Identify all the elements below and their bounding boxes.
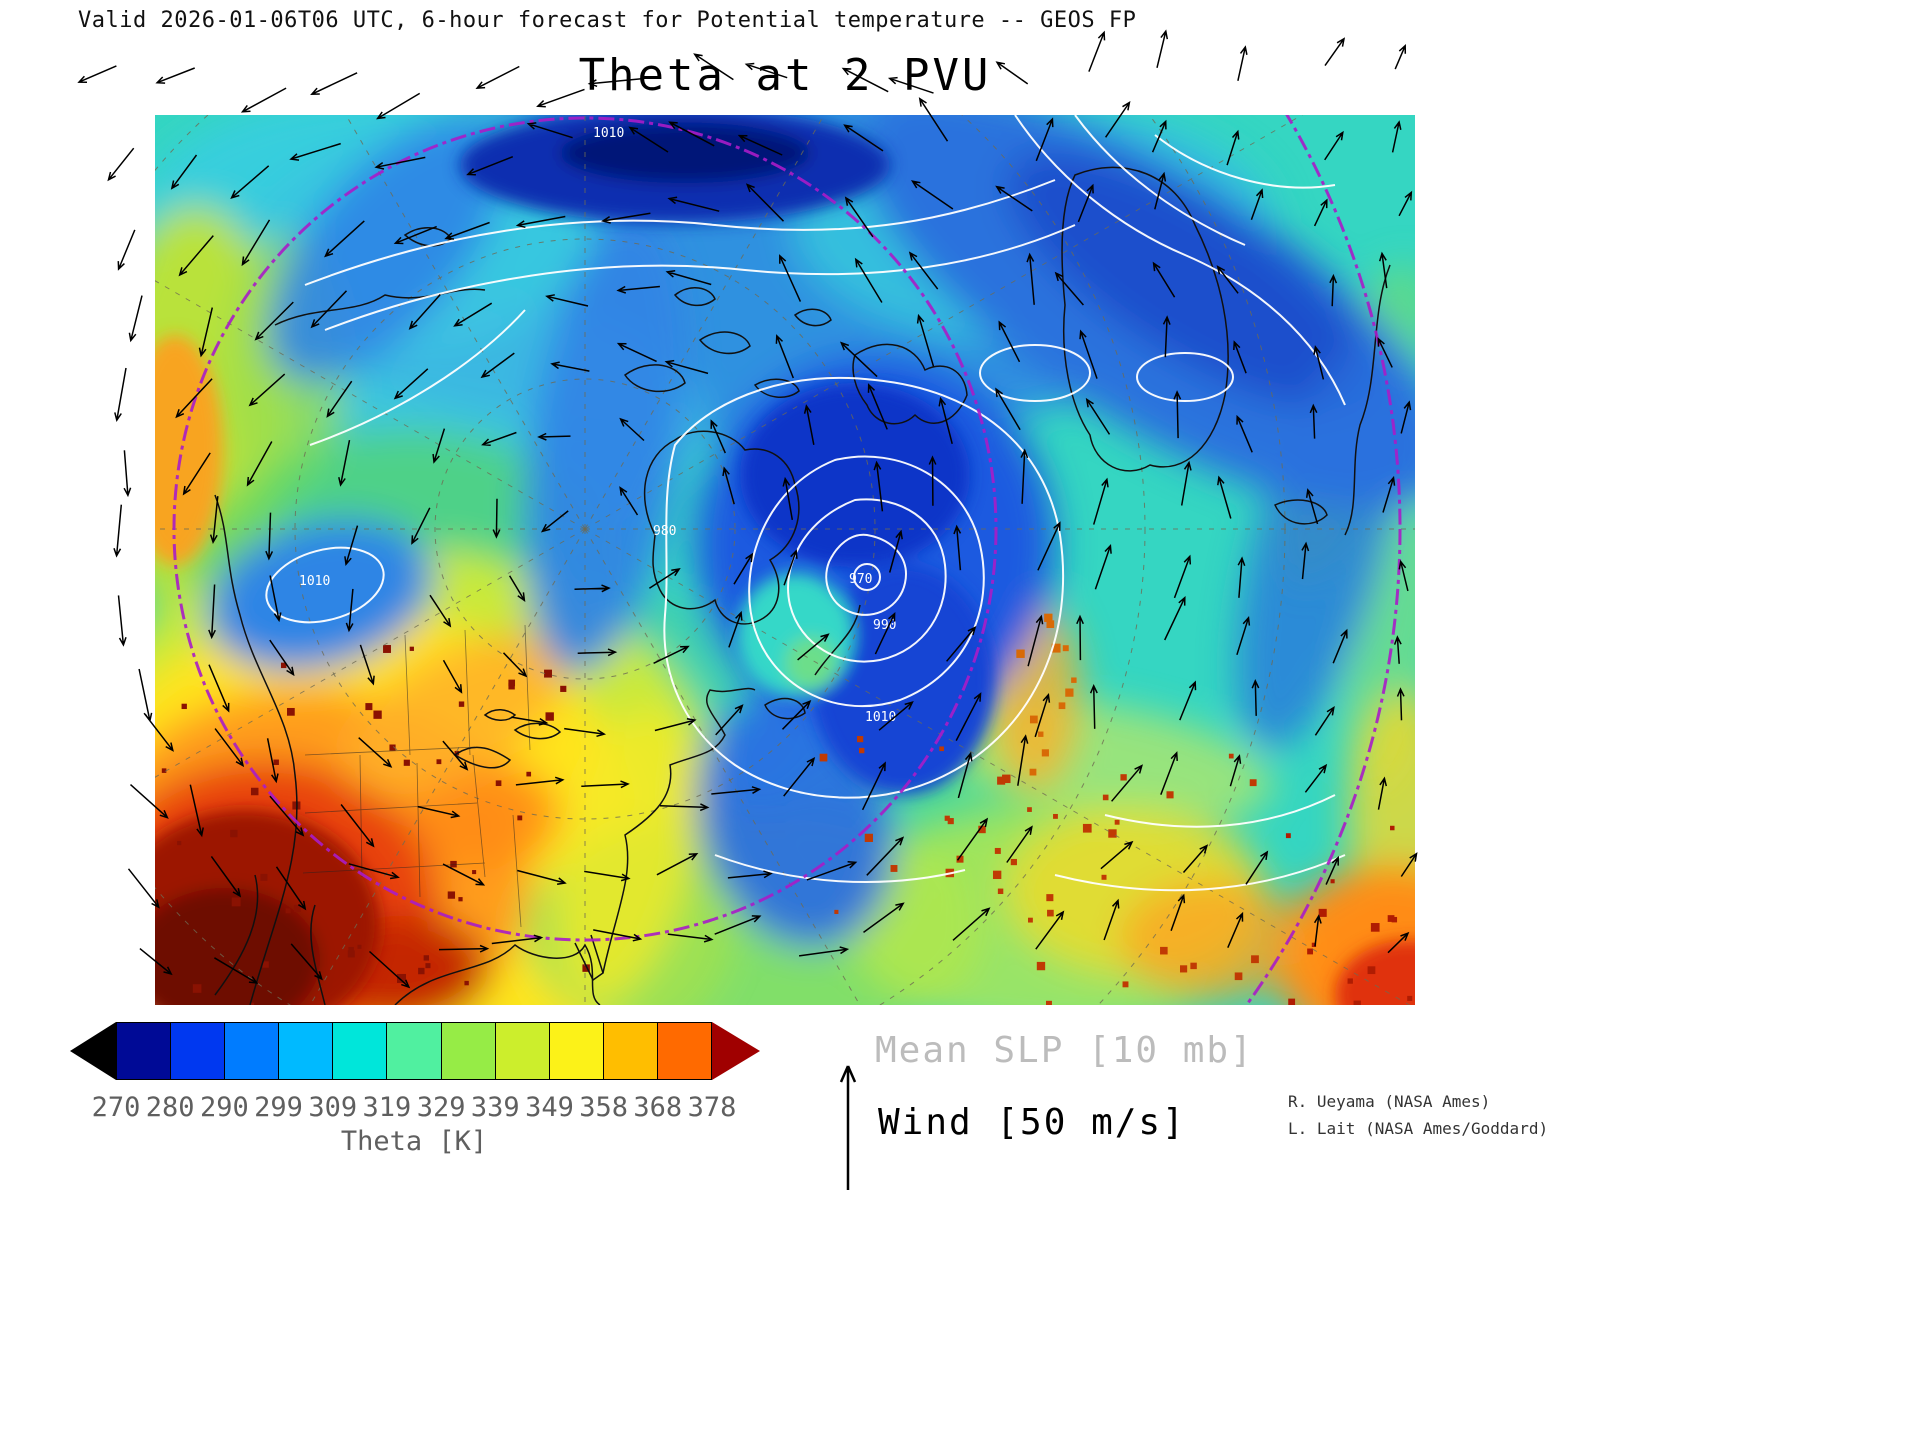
colorbar-cell	[657, 1023, 712, 1079]
colorbar-ticks: 270 280 290 299 309 319 329 339 349 358 368 378	[92, 1092, 737, 1124]
colorbar-tick: 319	[362, 1092, 412, 1123]
slp-contours	[265, 115, 1346, 892]
theta-field	[155, 115, 1415, 1005]
map-area: 1010 980 970 990 1010 1010	[77, 29, 1418, 1005]
colorbar-tick: 329	[416, 1092, 466, 1123]
wind-legend-arrow	[839, 1065, 857, 1190]
colorbar-tick: 270	[91, 1092, 141, 1123]
colorbar-cell	[495, 1023, 550, 1079]
credits: R. Ueyama (NASA Ames) L. Lait (NASA Ames…	[1288, 1088, 1548, 1142]
colorbar-tick: 280	[145, 1092, 195, 1123]
theta-speckles	[161, 613, 1413, 1005]
colorbar-cell	[117, 1023, 172, 1079]
colorbar	[70, 1022, 760, 1080]
colorbar-cell	[171, 1023, 226, 1079]
credit-line-2: L. Lait (NASA Ames/Goddard)	[1288, 1119, 1549, 1138]
wind-vector-field	[77, 29, 1418, 989]
colorbar-tick: 368	[633, 1092, 683, 1123]
slp-contour-label: 970	[849, 572, 872, 587]
colorbar-cell	[387, 1023, 442, 1079]
chart-title: Theta at 2 PVU	[578, 50, 992, 101]
colorbar-tick: 358	[579, 1092, 629, 1123]
colorbar-tick: 378	[687, 1092, 737, 1123]
slp-contour-label: 980	[653, 524, 676, 539]
colorbar-tick: 290	[199, 1092, 249, 1123]
colorbar-cell	[441, 1023, 496, 1079]
valid-time-line: Valid 2026-01-06T06 UTC, 6-hour forecast…	[78, 8, 1137, 33]
colorbar-tick: 349	[525, 1092, 574, 1123]
latitude-circles	[172, 115, 1402, 1005]
colorbar-tick: 309	[308, 1092, 358, 1123]
theta-map: 1010 980 970 990 1010 1010	[77, 29, 1418, 1005]
colorbar-label: Theta [K]	[340, 1126, 488, 1157]
colorbar-tick: 299	[254, 1092, 303, 1123]
colorbar-cell	[603, 1023, 658, 1079]
slp-legend-label: Mean SLP [10 mb]	[875, 1030, 1254, 1071]
colorbar-cell	[279, 1023, 334, 1079]
credit-line-1: R. Ueyama (NASA Ames)	[1288, 1092, 1491, 1111]
slp-contour-label: 1010	[865, 710, 896, 725]
slp-contour-label: 1010	[299, 574, 330, 589]
slp-contour-label: 990	[873, 618, 896, 633]
colorbar-cell	[225, 1023, 280, 1079]
slp-contour-label: 1010	[593, 126, 624, 141]
theta-field-cores	[155, 115, 1415, 1005]
wind-legend-label: Wind [50 m/s]	[878, 1102, 1186, 1143]
colorbar-tick: 339	[470, 1092, 520, 1123]
wind-arrows-path	[77, 29, 1418, 989]
colorbar-cells	[116, 1022, 712, 1080]
colorbar-under-arrow	[70, 1022, 116, 1080]
colorbar-cell	[333, 1023, 388, 1079]
coastlines	[214, 166, 1391, 1005]
colorbar-over-arrow	[712, 1022, 760, 1080]
colorbar-cell	[549, 1023, 604, 1079]
